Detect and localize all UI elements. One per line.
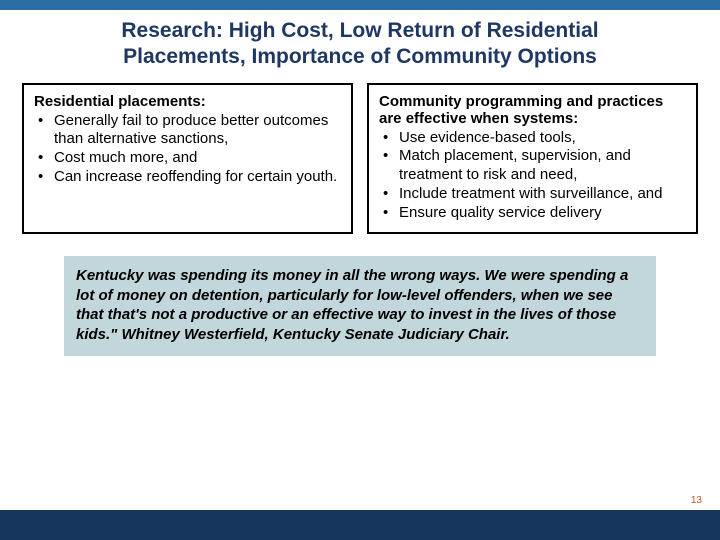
list-item: Use evidence-based tools, bbox=[379, 129, 686, 148]
list-item: Cost much more, and bbox=[34, 149, 341, 168]
list-item: Match placement, supervision, and treatm… bbox=[379, 147, 686, 185]
right-box: Community programming and practices are … bbox=[367, 83, 698, 235]
list-item: Generally fail to produce better outcome… bbox=[34, 112, 341, 150]
left-box: Residential placements: Generally fail t… bbox=[22, 83, 353, 235]
page-number: 13 bbox=[691, 495, 702, 506]
list-item: Ensure quality service delivery bbox=[379, 204, 686, 223]
bottom-accent-bar bbox=[0, 510, 720, 540]
left-box-list: Generally fail to produce better outcome… bbox=[34, 112, 341, 187]
list-item: Can increase reoffending for certain you… bbox=[34, 168, 341, 187]
quote-block: Kentucky was spending its money in all t… bbox=[64, 256, 656, 356]
slide-title: Research: High Cost, Low Return of Resid… bbox=[0, 10, 720, 83]
left-box-heading: Residential placements: bbox=[34, 93, 341, 110]
right-box-heading: Community programming and practices are … bbox=[379, 93, 686, 127]
right-box-list: Use evidence-based tools, Match placemen… bbox=[379, 129, 686, 223]
list-item: Include treatment with surveillance, and bbox=[379, 185, 686, 204]
two-column-container: Residential placements: Generally fail t… bbox=[0, 83, 720, 235]
top-accent-bar bbox=[0, 0, 720, 10]
